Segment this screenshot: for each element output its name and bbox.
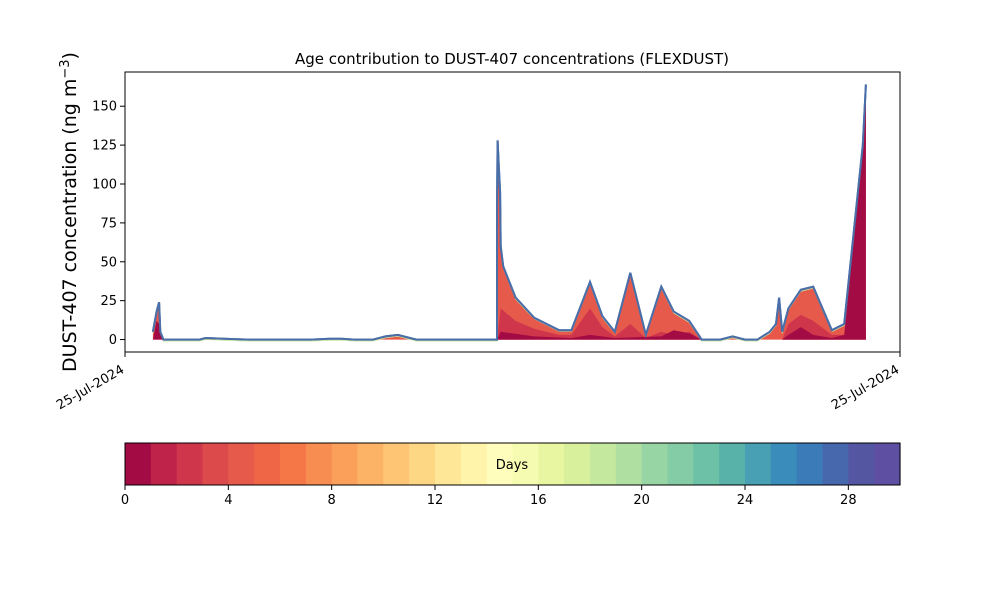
colorbar-cell <box>150 443 178 485</box>
colorbar-ticks: 0 4 8 12 16 20 24 28 <box>121 485 857 508</box>
y-tick-label: 150 <box>92 100 117 115</box>
colorbar-cell <box>409 443 436 485</box>
colorbar-cell <box>590 443 617 485</box>
colorbar-tick-label: 24 <box>737 493 754 508</box>
colorbar-cell <box>641 443 669 485</box>
y-axis-label-main: DUST-407 concentration (ng m <box>59 79 81 372</box>
area-series-2 <box>152 308 866 340</box>
colorbar-cell <box>176 443 204 485</box>
colorbar-tick-label: 28 <box>840 493 857 508</box>
colorbar-cell <box>512 443 539 485</box>
y-axis-label-close: ) <box>59 52 81 59</box>
colorbar-cell <box>383 443 410 485</box>
y-axis-label: DUST-407 concentration (ng m−3) <box>58 52 82 372</box>
colorbar-cell <box>435 443 462 485</box>
colorbar-cell <box>770 443 798 485</box>
y-tick-label: 100 <box>92 178 117 193</box>
y-tick-label: 125 <box>92 139 117 154</box>
colorbar-label: Days <box>496 458 529 473</box>
total-line <box>151 84 867 341</box>
colorbar-tick-label: 0 <box>121 493 129 508</box>
colorbar-tick-label: 4 <box>224 493 232 508</box>
area-plot <box>151 84 867 342</box>
colorbar-cell <box>874 443 901 485</box>
colorbar-cell <box>228 443 255 485</box>
y-tick-label: 50 <box>100 255 117 270</box>
y-tick-label: 75 <box>100 216 117 231</box>
colorbar-cell <box>848 443 875 485</box>
colorbar-cell <box>693 443 720 485</box>
colorbar-cell <box>667 443 694 485</box>
y-axis-label-superscript: −3 <box>58 59 73 78</box>
colorbar-cell <box>745 443 772 485</box>
y-tick-label: 25 <box>100 294 117 309</box>
y-axis: 0 25 50 75 100 125 150 <box>92 100 125 348</box>
colorbar-cell <box>538 443 565 485</box>
colorbar-cell <box>305 443 333 485</box>
x-tick-label: 25-Jul-2024 <box>829 362 902 413</box>
colorbar-cell <box>719 443 746 485</box>
colorbar-frame <box>124 442 901 486</box>
colorbar-cell <box>822 443 849 485</box>
colorbar-cell <box>125 443 152 485</box>
colorbar-tick-label: 12 <box>427 493 444 508</box>
colorbar-cell <box>331 443 359 485</box>
colorbar-cell <box>796 443 824 485</box>
colorbar-cell <box>564 443 591 485</box>
y-tick-label: 0 <box>109 333 117 348</box>
colorbar-cell <box>357 443 384 485</box>
colorbar <box>125 443 901 485</box>
colorbar-cell <box>202 443 229 485</box>
area-series-1 <box>152 249 866 340</box>
x-axis: 25-Jul-2024 25-Jul-2024 <box>54 352 902 413</box>
chart-title: Age contribution to DUST-407 concentrati… <box>295 50 729 68</box>
colorbar-tick-label: 20 <box>633 493 650 508</box>
colorbar-cell <box>254 443 281 485</box>
colorbar-tick-label: 8 <box>328 493 336 508</box>
plot-frame <box>124 71 901 353</box>
colorbar-cell <box>615 443 643 485</box>
colorbar-tick-label: 16 <box>530 493 547 508</box>
colorbar-cell <box>486 443 514 485</box>
colorbar-cell <box>280 443 307 485</box>
colorbar-cell <box>460 443 488 485</box>
